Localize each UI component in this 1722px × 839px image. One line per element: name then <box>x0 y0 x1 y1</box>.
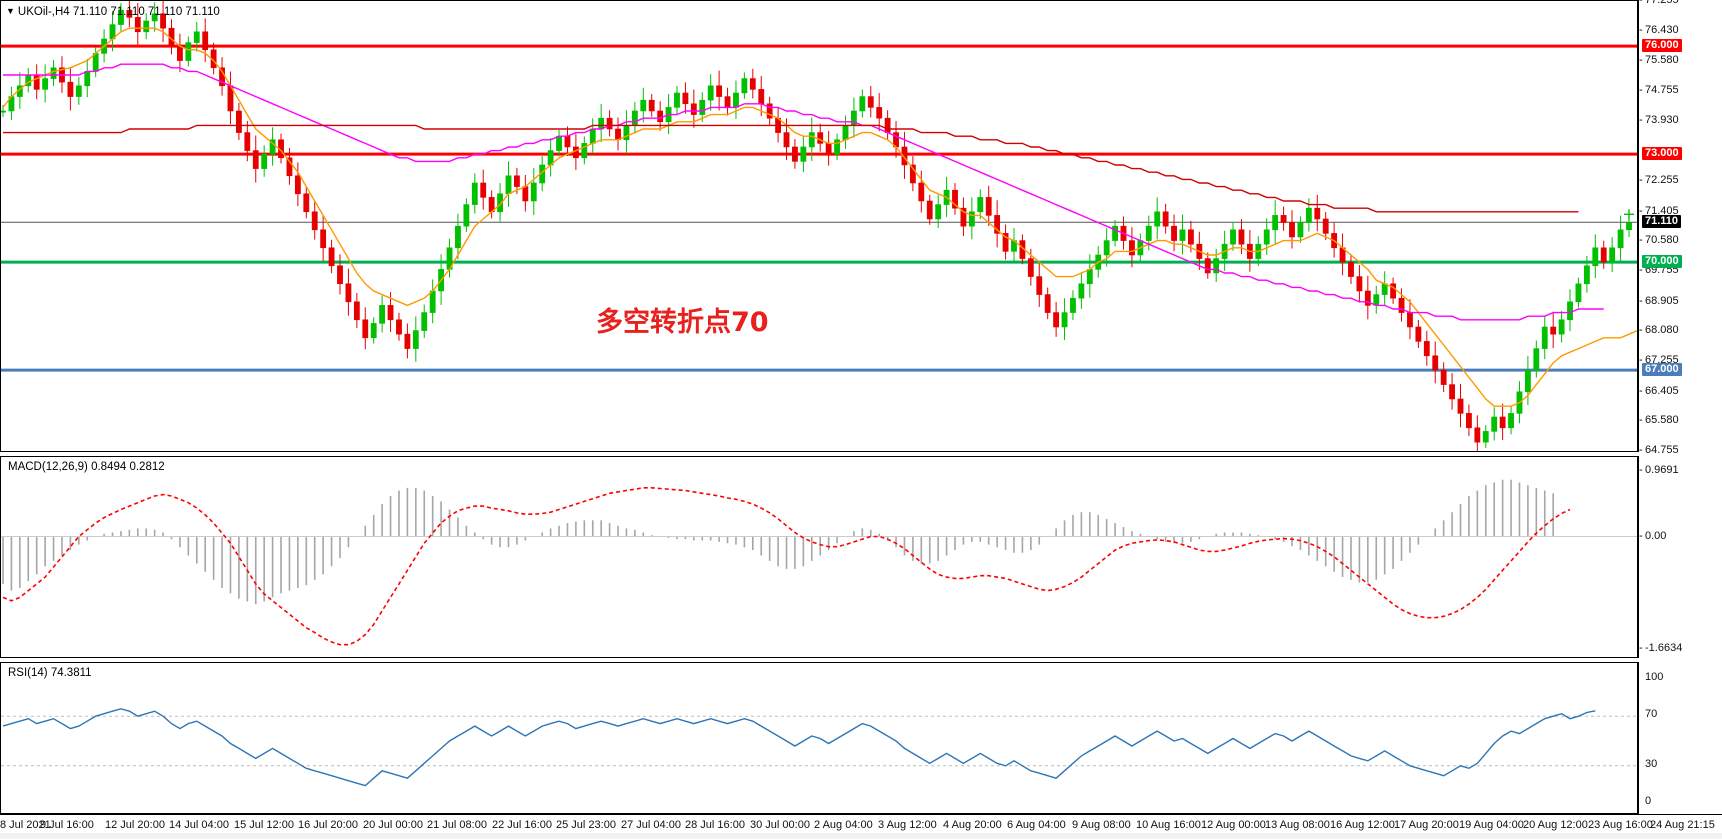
rsi-plot-svg <box>1 708 1637 787</box>
price-axis[interactable]: -77.255 -76.430 -75.580 -74.755 -73.930 -72.2… <box>1638 0 1722 456</box>
chart-symbol-header: ▼ UKOil-,H4 71.110 71.110 71.110 71.110 <box>6 5 220 18</box>
price-level-badge-70-000[interactable]: 70.000 <box>1642 255 1682 269</box>
price-level-badge-73-000[interactable]: 73.000 <box>1642 147 1682 161</box>
price-tick: -68.080 <box>1639 324 1679 337</box>
time-tick-label: 16 Aug 12:00 <box>1330 819 1395 831</box>
rsi-panel[interactable]: RSI(14) 74.3811 <box>0 662 1638 814</box>
collapse-caret-icon[interactable]: ▼ <box>6 6 15 16</box>
macd-tick: -0.9691 <box>1639 464 1679 476</box>
price-tick: -69.755 <box>1639 264 1679 276</box>
price-tick: -66.405 <box>1639 384 1679 397</box>
time-tick-label: 16 Jul 20:00 <box>298 819 358 831</box>
macd-tick: -0.00 <box>1639 529 1667 542</box>
price-chart-panel[interactable]: ▼ UKOil-,H4 71.110 71.110 71.110 71.110 多… <box>0 0 1638 452</box>
chart-annotation-text: 多空转折点70 <box>596 307 769 338</box>
time-tick-label: 21 Jul 08:00 <box>427 819 487 831</box>
price-tick: -64.755 <box>1639 444 1679 456</box>
time-tick-label: 30 Jul 00:00 <box>750 819 810 831</box>
price-level-badge-67-000[interactable]: 67.000 <box>1642 363 1682 377</box>
rsi-tick: 0 <box>1645 795 1652 807</box>
time-tick-label: 27 Jul 04:00 <box>621 819 681 831</box>
rsi-tick: 100 <box>1645 671 1664 683</box>
time-tick-label: 12 Aug 00:00 <box>1201 819 1266 831</box>
price-tick: -77.255 <box>1639 0 1679 6</box>
price-tick: -74.755 <box>1639 84 1679 96</box>
time-tick-label: 9 Aug 08:00 <box>1072 819 1131 831</box>
time-tick-label: 4 Aug 20:00 <box>943 819 1002 831</box>
macd-tick: - -1.6634 <box>1639 642 1683 654</box>
time-tick-label: 23 Aug 16:00 <box>1588 819 1653 831</box>
time-tick-label: 9 Jul 16:00 <box>40 819 94 831</box>
time-tick-label: 6 Aug 04:00 <box>1007 819 1066 831</box>
time-tick-label: 20 Aug 12:00 <box>1523 819 1588 831</box>
price-level-badge-76-000[interactable]: 76.000 <box>1642 39 1682 53</box>
time-tick-label: 2 Aug 04:00 <box>814 819 873 831</box>
time-tick-label: 28 Jul 16:00 <box>685 819 745 831</box>
rsi-axis: 100 70 30 0 <box>1638 662 1722 814</box>
macd-label: MACD(12,26,9) 0.8494 0.2812 <box>8 461 165 473</box>
price-tick: -73.930 <box>1639 113 1679 126</box>
price-tick: -76.430 <box>1639 23 1679 36</box>
rsi-tick: 30 <box>1645 757 1658 770</box>
time-tick-label: 19 Aug 04:00 <box>1459 819 1524 831</box>
price-plot-svg <box>1 1 1637 451</box>
time-tick-label: 3 Aug 12:00 <box>878 819 937 831</box>
macd-panel[interactable]: MACD(12,26,9) 0.8494 0.2812 <box>0 456 1638 658</box>
price-tick: -65.580 <box>1639 414 1679 427</box>
price-level-badge-71-110[interactable]: 71.110 <box>1642 215 1682 229</box>
rsi-tick: 70 <box>1645 708 1658 721</box>
time-tick-label: 13 Aug 08:00 <box>1265 819 1330 831</box>
time-tick-label: 14 Jul 04:00 <box>169 819 229 831</box>
time-tick-label: 10 Aug 16:00 <box>1136 819 1201 831</box>
time-tick-label: 20 Jul 00:00 <box>363 819 423 831</box>
time-tick-label: 22 Jul 16:00 <box>492 819 552 831</box>
price-tick: -70.580 <box>1639 234 1679 247</box>
time-tick-label: 17 Aug 20:00 <box>1394 819 1459 831</box>
price-tick: -71.405 <box>1639 204 1679 217</box>
symbol-ohlc-text: UKOil-,H4 71.110 71.110 71.110 71.110 <box>17 6 220 18</box>
price-tick: -67.255 <box>1639 354 1679 366</box>
time-tick-label: 12 Jul 20:00 <box>105 819 165 831</box>
time-tick-label: 24 Aug 21:15 <box>1650 819 1715 831</box>
time-tick-label: 25 Jul 23:00 <box>556 819 616 831</box>
macd-axis: -0.9691 -0.00 - -1.6634 <box>1638 456 1722 658</box>
time-tick-label: 8 Jul 2021 <box>0 819 51 831</box>
rsi-label: RSI(14) 74.3811 <box>8 667 92 679</box>
bottom-strip <box>0 833 1722 839</box>
price-tick: -72.255 <box>1639 174 1679 186</box>
price-tick: -75.580 <box>1639 54 1679 67</box>
time-tick-label: 15 Jul 12:00 <box>234 819 294 831</box>
macd-plot-svg <box>1 479 1637 646</box>
price-tick: -68.905 <box>1639 294 1679 307</box>
